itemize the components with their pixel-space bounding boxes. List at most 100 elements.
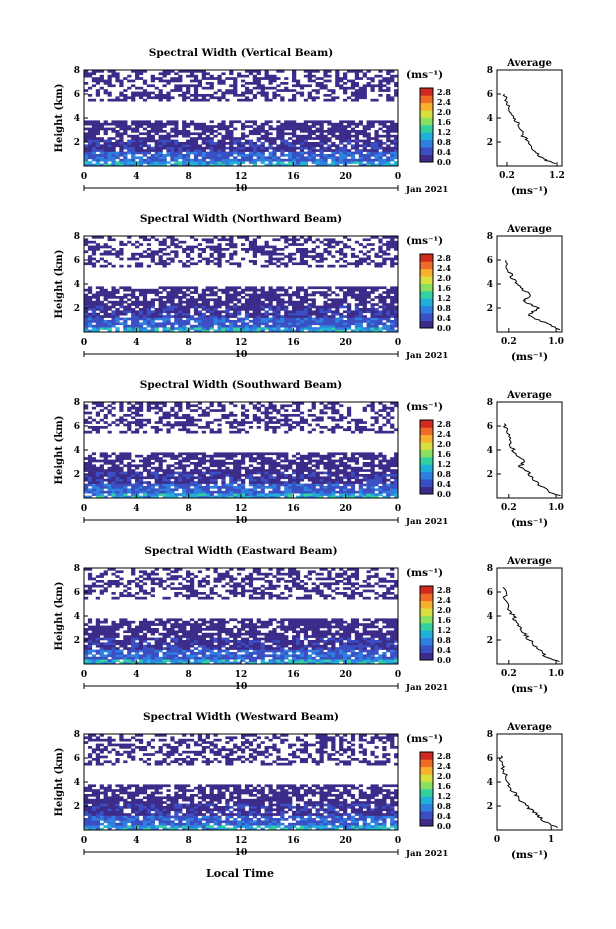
heatmap-cell (103, 416, 108, 420)
heatmap-cell (276, 296, 281, 299)
heatmap-cell (307, 423, 312, 427)
heatmap-cell (166, 151, 171, 155)
heatmap-cell (91, 315, 97, 318)
heatmap-cell (158, 91, 163, 95)
heatmap-cell (268, 459, 273, 463)
heatmap-cell (162, 495, 167, 499)
heatmap-cell (229, 130, 234, 133)
heatmap-cell (288, 483, 293, 487)
colorbar-tick-label: 2.4 (437, 263, 451, 273)
heatmap-cell (292, 462, 297, 465)
heatmap-cell (142, 462, 148, 465)
heatmap-cell (362, 163, 367, 167)
heatmap-cell (319, 264, 324, 268)
heatmap-cell (354, 310, 360, 314)
heatmap-cell (209, 137, 214, 140)
heatmap-cell (354, 322, 360, 326)
heatmap-cell (150, 474, 155, 477)
heatmap-cell (241, 493, 246, 496)
heatmap-cell (295, 286, 301, 290)
heatmap-cell (354, 476, 360, 480)
heatmap-cell (303, 120, 309, 124)
heatmap-cell (225, 486, 230, 489)
heatmap-cell (280, 89, 285, 92)
heatmap-cell (91, 122, 97, 126)
heatmap-cell (205, 466, 210, 470)
heatmap-cell (276, 132, 281, 136)
heatmap-cell (170, 236, 175, 239)
heatmap-cell (182, 300, 187, 304)
heatmap-cell (311, 452, 316, 456)
heatmap-cell (354, 329, 360, 333)
heatmap-cell (394, 84, 399, 88)
heatmap-cell (127, 423, 132, 427)
heatmap-cell (123, 317, 128, 321)
heatmap-cell (276, 409, 281, 412)
heatmap-cell (158, 296, 163, 299)
heatmap-cell (135, 149, 140, 152)
heatmap-cell (354, 74, 360, 78)
heatmap-cell (378, 264, 383, 268)
heatmap-cell (182, 144, 187, 148)
heatmap-cell (162, 414, 167, 417)
heatmap-cell (201, 476, 206, 480)
heatmap-cell (327, 493, 332, 496)
heatmap-cell (260, 464, 265, 468)
heatmap-cell (217, 428, 222, 432)
heatmap-cell (260, 404, 265, 408)
heatmap-cell (307, 312, 312, 316)
heatmap-cell (374, 288, 379, 292)
heatmap-cell (339, 156, 344, 160)
heatmap-cell (327, 252, 332, 256)
heatmap-cell (174, 252, 179, 256)
heatmap-cell (123, 320, 128, 323)
heatmap-cell (186, 156, 191, 160)
heatmap-cell (248, 493, 254, 496)
heatmap-cell (335, 79, 340, 83)
heatmap-cell (107, 77, 112, 80)
heatmap-cell (303, 483, 309, 487)
heatmap-cell (362, 94, 367, 97)
heatmap-cell (295, 476, 301, 480)
heatmap-cell (233, 296, 238, 299)
heatmap-cell (319, 402, 324, 405)
heatmap-cell (119, 457, 124, 460)
heatmap-cell (217, 322, 222, 326)
heatmap-cell (111, 493, 116, 496)
heatmap-cell (138, 291, 144, 294)
heatmap-cell (233, 474, 238, 477)
heatmap-cell (280, 134, 285, 138)
heatmap-cell (158, 127, 163, 131)
heatmap-cell (260, 288, 265, 292)
heatmap-cell (131, 120, 136, 124)
heatmap-cell (319, 293, 324, 297)
heatmap-cell (295, 125, 301, 128)
heatmap-cell (87, 137, 93, 140)
heatmap-cell (87, 457, 93, 460)
heatmap-cell (189, 454, 195, 458)
heatmap-cell (299, 300, 305, 304)
heatmap-cell (87, 149, 93, 152)
heatmap-cell (229, 262, 234, 266)
heatmap-cell (272, 149, 277, 152)
heatmap-cell (244, 421, 250, 424)
heatmap-cell (131, 320, 136, 323)
heatmap-cell (366, 255, 371, 258)
heatmap-cell (362, 84, 367, 88)
heatmap-cell (205, 82, 210, 85)
heatmap-cell (87, 464, 93, 468)
heatmap-cell (311, 248, 316, 251)
heatmap-cell (264, 476, 269, 480)
heatmap-cell (99, 156, 104, 160)
heatmap-cell (307, 72, 312, 76)
heatmap-cell (131, 84, 136, 88)
heatmap-cell (241, 454, 246, 458)
heatmap-cell (233, 84, 238, 88)
heatmap-cell (166, 94, 171, 97)
heatmap-cell (299, 94, 305, 97)
heatmap-cell (276, 257, 281, 261)
heatmap-cell (272, 495, 277, 499)
heatmap-cell (354, 96, 360, 100)
heatmap-cell (256, 146, 261, 150)
heatmap-cell (205, 154, 210, 157)
